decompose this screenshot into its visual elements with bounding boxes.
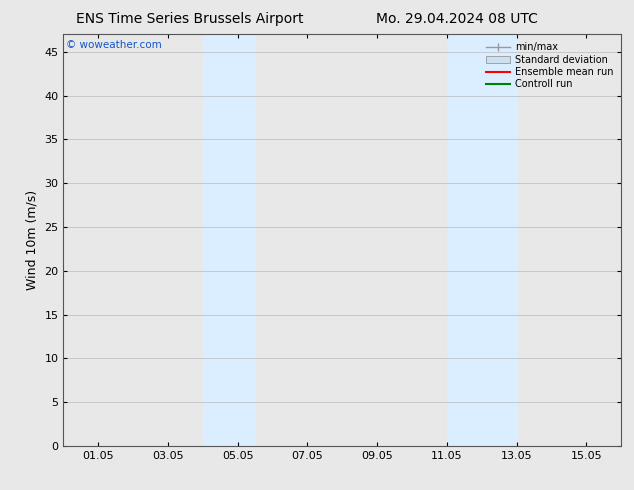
- Text: Mo. 29.04.2024 08 UTC: Mo. 29.04.2024 08 UTC: [375, 12, 538, 26]
- Y-axis label: Wind 10m (m/s): Wind 10m (m/s): [26, 190, 39, 290]
- Legend: min/max, Standard deviation, Ensemble mean run, Controll run: min/max, Standard deviation, Ensemble me…: [483, 39, 616, 92]
- Text: ENS Time Series Brussels Airport: ENS Time Series Brussels Airport: [77, 12, 304, 26]
- Bar: [447, 34, 517, 446]
- Text: © woweather.com: © woweather.com: [66, 41, 162, 50]
- Bar: [203, 34, 255, 446]
